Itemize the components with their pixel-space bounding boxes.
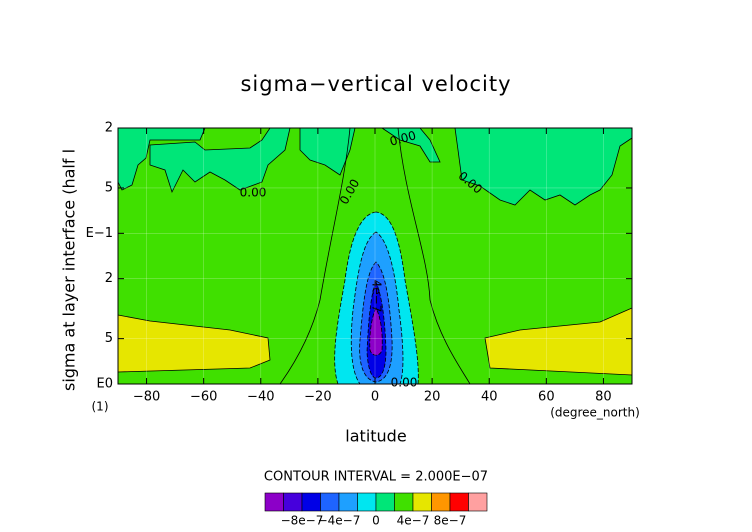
colorbar-box (320, 492, 340, 512)
colorbar-box (301, 492, 321, 512)
x-tick-label: 80 (595, 390, 612, 405)
x-tick-label: −60 (190, 390, 217, 405)
y-tick-label: 2 (105, 121, 113, 136)
core-regions (334, 211, 419, 385)
contour-label: 0.00 (388, 128, 417, 148)
y-tick-label: E−1 (86, 226, 113, 241)
colorbar-box (264, 492, 284, 512)
colorbar-label: 4e−7 (397, 514, 430, 528)
x-tick-label: 40 (481, 390, 498, 405)
colorbar-label: −4e−7 (318, 514, 361, 528)
contour-label: 0.00 (391, 376, 418, 390)
contour-label: 4e−7 (370, 280, 384, 313)
y-axis-label: sigma at layer interface (half l (60, 149, 79, 391)
colorbar-box (283, 492, 303, 512)
contour-label: 0.00 (240, 186, 267, 200)
colorbar-box (357, 492, 377, 512)
colorbar-box (394, 492, 414, 512)
colorbar-label: 8e−7 (434, 514, 467, 528)
x-tick-label: 60 (538, 390, 555, 405)
contour-field: 0.00 0.00 0.00 0.00 4e−7 0.00 (117, 127, 633, 390)
y-tick-label: 2 (105, 271, 113, 286)
y-tick-label: 5 (105, 180, 113, 195)
zero-contours (279, 127, 471, 385)
y-tick-label: 5 (105, 331, 113, 346)
colorbar-label: −8e−7 (281, 514, 324, 528)
colorbar-label: 0 (372, 514, 380, 528)
negative-regions (117, 127, 633, 206)
x-tick-label: −20 (304, 390, 331, 405)
colorbar-box (431, 492, 451, 512)
colorbar-box (468, 492, 488, 512)
y-unit: (1) (92, 400, 109, 414)
x-tick-label: 0 (371, 390, 379, 405)
x-tick-label: −40 (247, 390, 274, 405)
colorbar-box (449, 492, 469, 512)
contour-interval: CONTOUR INTERVAL = 2.000E−07 (264, 470, 488, 485)
y-tick-label: E0 (97, 377, 114, 392)
colorbar-box (375, 492, 395, 512)
x-unit: (degree_north) (550, 406, 640, 420)
x-axis-label: latitude (345, 427, 406, 446)
colorbar-box (338, 492, 358, 512)
chart-title: sigma−vertical velocity (240, 72, 511, 96)
x-tick-label: −80 (133, 390, 160, 405)
colorbar-box (412, 492, 432, 512)
x-tick-label: 20 (424, 390, 441, 405)
